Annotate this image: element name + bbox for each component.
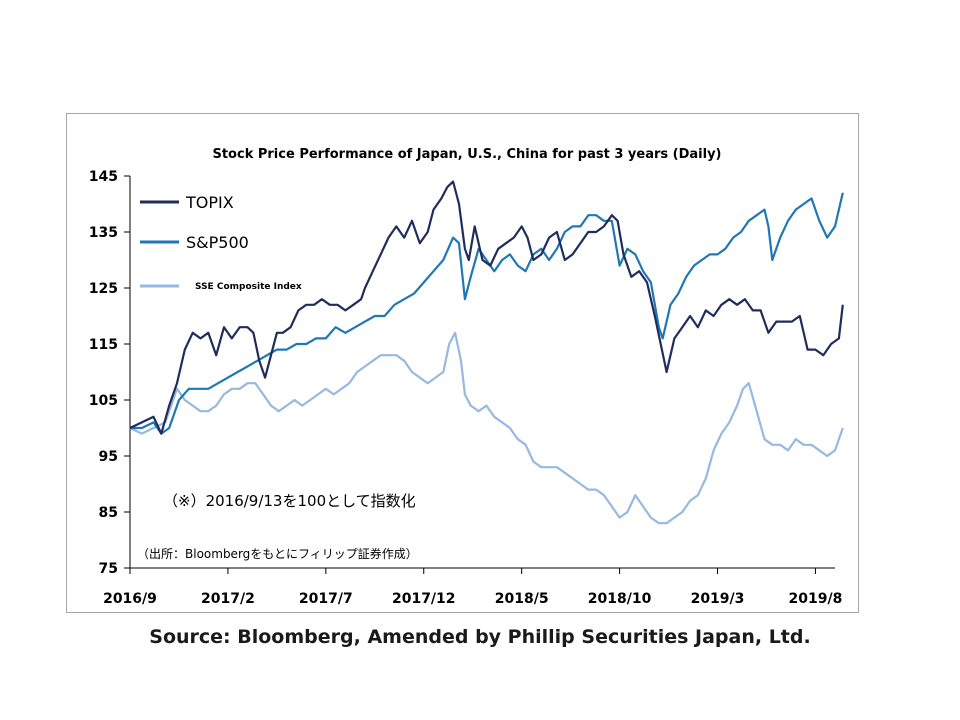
series-line-topix bbox=[129, 180, 844, 435]
x-tick-label: 2016/9 bbox=[103, 591, 157, 607]
legend: TOPIX S&P500 SSE Composite Index bbox=[140, 193, 302, 292]
y-tick-label: 105 bbox=[89, 393, 118, 409]
x-tick-label: 2017/7 bbox=[299, 591, 353, 607]
legend-label-topix: TOPIX bbox=[185, 193, 234, 212]
y-tick-label: 75 bbox=[99, 561, 118, 577]
y-tick-label: 115 bbox=[89, 337, 118, 353]
legend-label-sse: SSE Composite Index bbox=[195, 282, 302, 292]
x-axis: 2016/9 2017/2 2017/7 2017/12 2018/5 2018/10 20… bbox=[103, 567, 843, 607]
x-tick-label: 2017/12 bbox=[392, 591, 456, 607]
line-chart: Stock Price Performance of Japan, U.S., … bbox=[89, 147, 844, 607]
x-tick-label: 2018/5 bbox=[495, 591, 549, 607]
legend-label-sp500: S&P500 bbox=[186, 233, 249, 252]
source-note-jp: （出所：Bloombergをもとにフィリップ証券作成） bbox=[137, 546, 418, 561]
x-tick-label: 2019/8 bbox=[789, 591, 843, 607]
y-tick-label: 135 bbox=[89, 225, 118, 241]
y-tick-label: 145 bbox=[89, 169, 118, 185]
index-note: （※）2016/9/13を100として指数化 bbox=[163, 492, 416, 510]
y-tick-label: 125 bbox=[89, 281, 118, 297]
y-tick-label: 85 bbox=[99, 505, 118, 521]
y-axis: 75 85 95 105 115 125 135 145 bbox=[89, 169, 131, 577]
y-tick-label: 95 bbox=[99, 449, 118, 465]
source-caption: Source: Bloomberg, Amended by Phillip Se… bbox=[149, 626, 811, 648]
x-tick-label: 2017/2 bbox=[201, 591, 255, 607]
chart-frame: Stock Price Performance of Japan, U.S., … bbox=[66, 113, 859, 613]
x-tick-label: 2018/10 bbox=[588, 591, 652, 607]
chart-title: Stock Price Performance of Japan, U.S., … bbox=[212, 147, 721, 162]
x-tick-label: 2019/3 bbox=[691, 591, 745, 607]
series-line-sse-composite-index bbox=[129, 331, 844, 525]
series-layer bbox=[129, 180, 844, 525]
series-line-s-p500 bbox=[130, 192, 844, 435]
